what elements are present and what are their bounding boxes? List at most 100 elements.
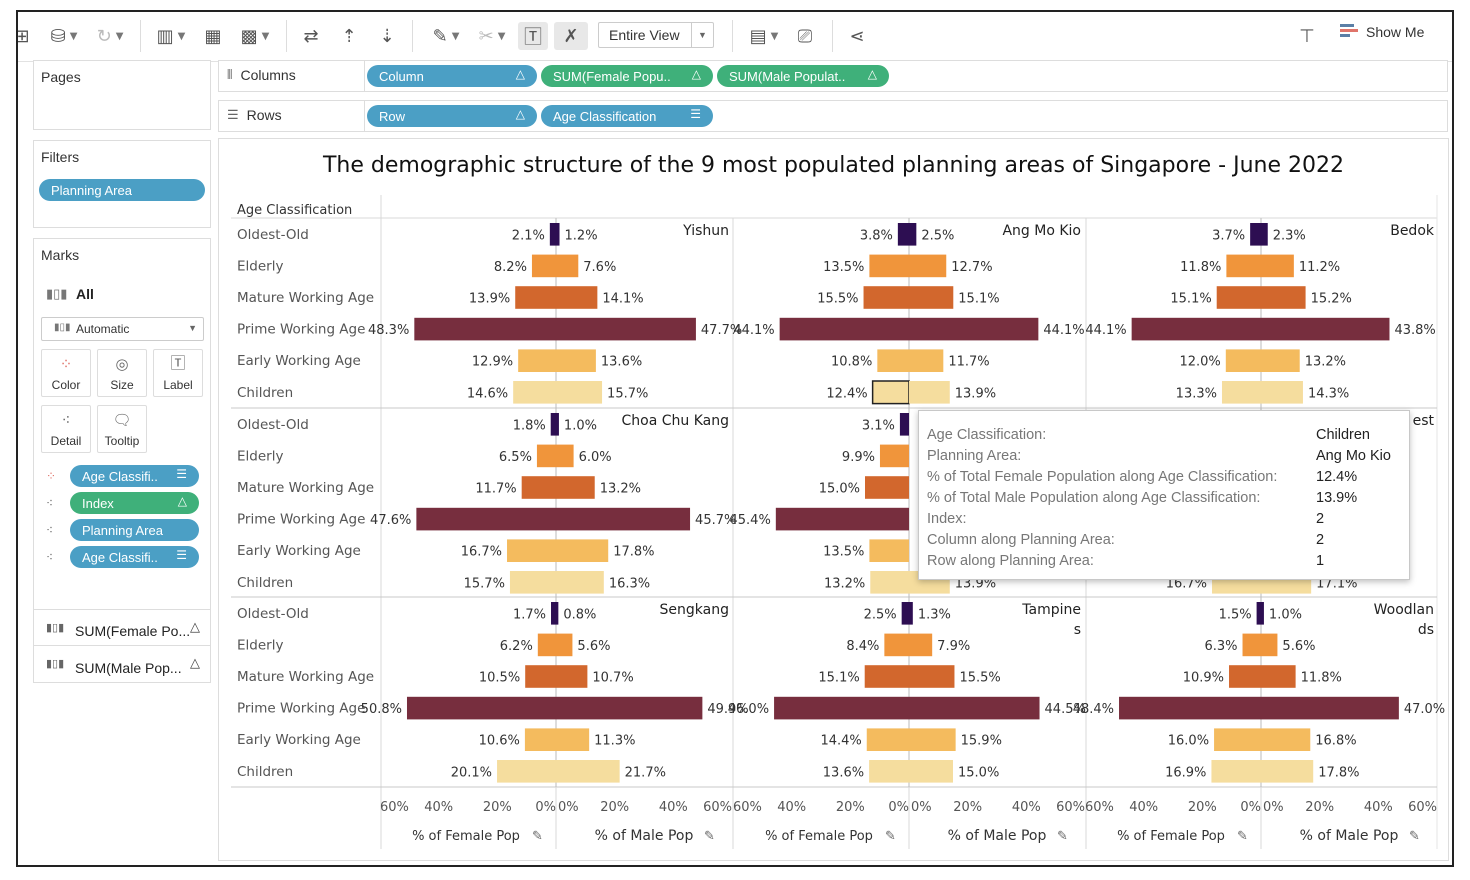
rows-shelf-label: ☰ Rows [227,107,282,123]
female-data-label: 3.8% [860,228,893,243]
female-bar [551,602,556,625]
new-worksheet-icon[interactable]: ▥ ▼ [156,25,186,47]
marks-title: Marks [41,247,80,263]
marks-field-age-classification-2[interactable]: Age Classifi.. ☰ [70,546,199,568]
female-data-label: 8.2% [494,260,527,275]
tooltip-value: 2 [1316,532,1325,548]
row-pill-row[interactable]: Row △ [367,105,537,127]
marks-all-label[interactable]: All [76,286,94,302]
female-bar [869,760,909,783]
tooltip-value: 1 [1316,553,1325,569]
row-pill-age-classification[interactable]: Age Classification ☰ [541,105,713,127]
female-data-label: 20.1% [451,765,492,780]
group-members-icon[interactable]: ✂ ▼ [478,25,506,47]
marks-field-planning-area[interactable]: Planning Area [70,519,199,541]
female-bar [521,476,556,499]
show-me-icon [1340,24,1358,40]
male-data-label: 15.9% [961,734,1002,749]
chart[interactable]: Age Classification Oldest-Old Elderly Matur… [219,139,1448,860]
female-bar [549,223,556,246]
female-data-label: 44.1% [1085,323,1126,338]
field-label: Index [82,495,114,511]
female-data-label: 16.0% [1168,734,1209,749]
presentation-mode-icon[interactable]: ⎚ [797,25,813,47]
marks-card-male[interactable]: ▮▯▮ SUM(Male Pop... △ [34,647,210,681]
male-bar [556,728,590,751]
row-label: Children [237,385,293,401]
female-data-label: 10.5% [479,671,520,686]
marks-size-button[interactable]: ◎ Size [97,349,147,397]
male-data-label: 47.0% [1404,702,1445,717]
male-data-label: 2.5% [921,228,954,243]
clear-sheet-icon[interactable]: ▩ ▼ [240,25,270,47]
color-icon: ⁘ [46,469,57,483]
new-datasource-icon[interactable]: ⊞ [18,22,32,50]
column-pill-female[interactable]: SUM(Female Popu.. △ [541,65,713,87]
refresh-icon[interactable]: ↻ ▼ [96,25,124,47]
fix-axes-icon[interactable]: ✗ [554,22,588,50]
male-bar [556,254,579,278]
female-data-label: 13.3% [1176,386,1217,401]
male-data-label: 17.8% [613,545,654,560]
marks-field-index[interactable]: Index △ [70,492,199,514]
female-data-label: 11.8% [1180,260,1221,275]
row-label: Prime Working Age [237,322,365,338]
sort-ascending-icon[interactable]: ⇡ [341,25,357,47]
female-bar [869,254,909,278]
male-bar [1261,286,1306,309]
male-bar [909,665,955,688]
show-cards-icon[interactable]: ▤ ▼ [749,25,779,47]
male-bar [909,349,944,372]
duplicate-sheet-icon[interactable]: ▦ [204,25,222,47]
marks-detail-button[interactable]: ⁖ Detail [41,405,91,453]
pages-panel: Pages [33,60,211,130]
male-data-label: 1.0% [564,418,597,433]
column-pill-male[interactable]: SUM(Male Populat.. △ [717,65,889,87]
marks-field-age-classification[interactable]: Age Classifi.. ☰ [70,465,199,487]
marks-label-button[interactable]: 🅃 Label [153,349,203,397]
axis-title-female: % of Female Pop [1117,829,1225,844]
mark-type-select[interactable]: ▮▯▮ Automatic ▼ [41,317,204,341]
show-me-button[interactable]: Show Me [1340,24,1424,40]
female-bar [525,665,556,688]
divider [364,61,365,91]
female-bar [515,286,556,309]
share-icon[interactable]: ⋖ [849,25,865,47]
delta-icon: △ [515,67,525,81]
axis-title-female: % of Female Pop [412,829,520,844]
datasource-icon[interactable]: ⛁ ▼ [50,25,78,47]
male-data-label: 2.3% [1273,228,1306,243]
paint-roller-icon[interactable]: ⊤ [1299,25,1315,47]
marks-color-button[interactable]: ⁘ Color [41,349,91,397]
highlight-icon[interactable]: ✎ ▼ [432,25,460,47]
female-data-label: 12.0% [1179,355,1220,370]
male-data-label: 15.0% [958,765,999,780]
panel-area-name: Woodlan [1374,602,1434,618]
pill-label: SUM(Female Popu.. [553,68,671,84]
marks-tooltip-button[interactable]: 🗨 Tooltip [97,405,147,453]
label-icon: 🅃 [170,355,186,372]
swap-rows-columns-icon[interactable]: ⇄ [303,25,319,47]
axis-tick-label: 0% [1240,800,1261,815]
show-labels-icon[interactable]: 🅃 [518,22,548,50]
male-data-label: 1.2% [565,228,598,243]
tooltip-key: % of Total Male Population along Age Cla… [927,490,1261,506]
female-bar [1256,602,1261,625]
detail-label: Detail [50,434,82,448]
male-bar [556,349,596,372]
male-bar [556,381,603,404]
row-label: Early Working Age [237,543,361,559]
rows-shelf[interactable]: ☰ Rows Row △ Age Classification ☰ [218,100,1448,132]
delta-icon: △ [190,655,200,670]
sort-descending-icon[interactable]: ⇣ [379,25,395,47]
male-bar [909,223,917,246]
axis-tick-label: 40% [777,800,806,815]
column-pill-column[interactable]: Column △ [367,65,537,87]
male-data-label: 43.8% [1394,323,1435,338]
columns-shelf[interactable]: ⫴ Columns Column △ SUM(Female Popu.. △ SUM(… [218,60,1448,92]
filter-pill-planning-area[interactable]: Planning Area [39,179,205,201]
axis-tick-label: 20% [483,800,512,815]
male-bar [909,728,956,751]
fit-view-select[interactable]: Entire View ▼ [598,22,714,48]
marks-card-female[interactable]: ▮▯▮ SUM(Female Po... △ [34,611,210,645]
